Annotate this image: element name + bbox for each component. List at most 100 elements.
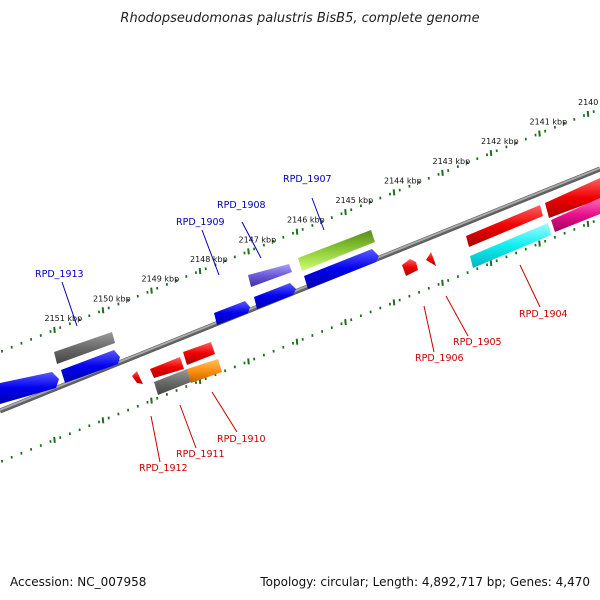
leader-rpd-1912 [150,415,161,463]
gene-reverse-red-2[interactable] [183,342,215,365]
tick-label: 2141 kbp [530,118,568,127]
scale-dot-upper [224,259,227,263]
tick-label: 2145 kbp [336,196,374,205]
gene-rpd-1911[interactable] [154,369,191,395]
scale-dot-lower [485,263,489,267]
scale-dot-upper [233,255,236,259]
scale-dot-lower [330,326,333,329]
scale-dot-upper [243,251,246,255]
major-tick-upper [150,287,153,294]
label-rpd-1907[interactable]: RPD_1907 [283,174,332,185]
tick-label: 2151 kbp [45,314,83,323]
scale-dot-upper [534,133,537,137]
label-rpd-1911[interactable]: RPD_1911 [176,449,225,460]
tick-marks [53,110,590,443]
label-rpd-1905[interactable]: RPD_1905 [453,337,502,348]
label-rpd-1912[interactable]: RPD_1912 [139,463,188,474]
scale-dot-lower [107,416,110,420]
gene-reverse-red-3[interactable] [466,205,543,247]
scale-dot-lower [437,283,440,286]
leader-rpd-1909 [201,229,220,276]
gene-rpd-1913[interactable] [54,332,115,364]
label-rpd-1910[interactable]: RPD_1910 [217,434,266,445]
label-rpd-1913[interactable]: RPD_1913 [35,269,84,280]
scale-dot-lower [359,314,362,318]
scale-dot-upper [301,228,304,231]
gene-reverse-magenta[interactable] [551,198,600,232]
label-rpd-1904[interactable]: RPD_1904 [519,309,568,320]
scale-dot-upper [165,283,168,286]
scale-dot-upper [447,169,450,172]
tick-dots [0,110,595,463]
gene-reverse-red-1[interactable] [150,357,184,378]
scale-dot-lower [340,322,343,326]
scale-dot-upper [476,157,479,161]
gene-rpd-1907[interactable] [298,230,375,271]
gene-rpd-1912[interactable] [132,371,143,384]
gene-forward-blue-2[interactable] [61,350,120,383]
scale-dot-lower [78,428,81,432]
scale-dot-lower [0,459,4,463]
scale-dot-upper [68,322,71,326]
major-tick-lower [344,319,347,326]
gene-rpd-1910[interactable] [187,359,222,383]
leader-rpd-1907 [311,197,325,231]
scale-dot-upper [0,349,4,353]
scale-dot-upper [427,176,430,180]
scale-dot-lower [233,365,236,369]
gene-rpd-1905[interactable] [426,252,436,266]
major-tick-lower [489,260,493,267]
scale-dot-lower [97,420,101,424]
scale-dot-lower [592,220,595,223]
scale-dot-upper [272,239,275,243]
scale-dot-lower [418,290,421,294]
scale-dot-lower [573,228,576,231]
major-tick-lower [392,299,396,306]
major-tick-upper [295,228,299,235]
scale-dot-lower [156,396,159,400]
scale-dot-lower [127,408,130,412]
gene-forward-blue-1[interactable] [0,372,59,404]
scale-dot-lower [194,381,198,384]
tick-label: 2142 kbp [481,137,519,146]
scale-dot-lower [68,432,71,436]
tick-label: 2146 kbp [287,216,325,225]
gene-rpd-1909[interactable] [214,301,250,325]
gene-rpd-1904[interactable] [470,223,551,268]
gene-forward-blue-3[interactable] [254,283,296,309]
scale-dot-upper [39,334,42,337]
leader-rpd-1908 [241,221,262,259]
label-rpd-1906[interactable]: RPD_1906 [415,353,464,364]
major-tick-upper [198,267,202,275]
leader-rpd-1904 [519,264,541,308]
major-tick-upper [247,248,250,255]
tick-label: 2144 kbp [384,176,422,185]
scale-dot-upper [311,224,314,227]
scale-dot-lower [524,247,527,251]
label-rpd-1908[interactable]: RPD_1908 [217,200,266,211]
scale-dot-lower [350,318,353,322]
major-tick-lower [150,397,153,404]
scale-dot-upper [582,114,586,117]
major-tick-lower [101,417,105,424]
label-rpd-1909[interactable]: RPD_1909 [176,217,225,228]
gene-rpd-1908[interactable] [248,264,292,287]
scale-dot-upper [418,180,421,184]
scale-dot-lower [495,259,498,263]
scale-dot-upper [146,290,149,294]
scale-dot-upper [253,247,256,251]
reverse-gene-labels: RPD_1904 RPD_1905 RPD_1906 RPD_1910 RPD_… [139,264,568,474]
scale-dot-lower [563,231,566,235]
scale-dot-upper [340,212,343,216]
scale-dot-lower [582,224,586,227]
scale-dot-lower [379,306,382,310]
scale-dot-lower [175,389,178,392]
gene-rpd-1906[interactable] [402,259,418,276]
map-title: Rhodopseudomonas palustris BisB5, comple… [120,11,479,26]
gene-forward-blue-4[interactable] [304,249,379,289]
major-tick-lower [53,436,56,443]
gene-reverse-red-4[interactable] [545,178,600,218]
scale-dot-lower [291,341,295,345]
scale-dot-lower [553,235,556,239]
